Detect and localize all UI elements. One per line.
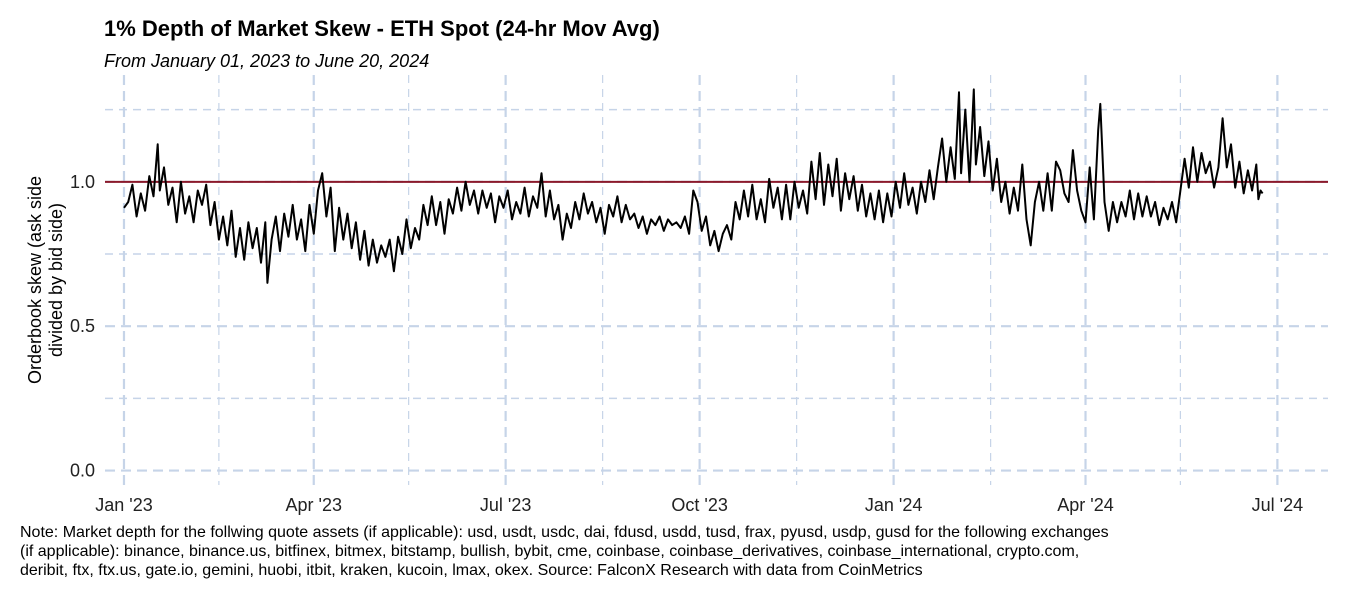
x-tick-label: Jul '23 bbox=[480, 495, 531, 515]
x-tick-label: Apr '23 bbox=[286, 495, 342, 515]
y-tick-label: 1.0 bbox=[70, 172, 95, 192]
chart-note: Note: Market depth for the follwing quot… bbox=[20, 523, 1340, 580]
series-group bbox=[123, 88, 1264, 284]
note-line-1: Note: Market depth for the follwing quot… bbox=[20, 524, 1109, 541]
x-tick-label: Jan '24 bbox=[865, 495, 922, 515]
note-line-2: (if applicable): binance, binance.us, bi… bbox=[20, 543, 1080, 560]
chart-subtitle: From January 01, 2023 to June 20, 2024 bbox=[104, 51, 430, 71]
x-tick-label: Apr '24 bbox=[1057, 495, 1113, 515]
y-tick-label: 0.0 bbox=[70, 461, 95, 481]
x-tick-label: Oct '23 bbox=[671, 495, 727, 515]
gridlines bbox=[105, 75, 1328, 485]
y-tick-label: 0.5 bbox=[70, 316, 95, 336]
x-tick-label: Jan '23 bbox=[95, 495, 152, 515]
note-line-3: deribit, ftx, ftx.us, gate.io, gemini, h… bbox=[20, 562, 923, 579]
x-tick-label: Jul '24 bbox=[1252, 495, 1303, 515]
tick-labels: 0.0 0.5 1.0 Jan '23 Apr '23 Jul '23 Oct '23 Jan… bbox=[70, 172, 1303, 515]
series-line-eth-spot-skew bbox=[123, 88, 1264, 284]
chart-title: 1% Depth of Market Skew - ETH Spot (24-h… bbox=[104, 16, 660, 41]
